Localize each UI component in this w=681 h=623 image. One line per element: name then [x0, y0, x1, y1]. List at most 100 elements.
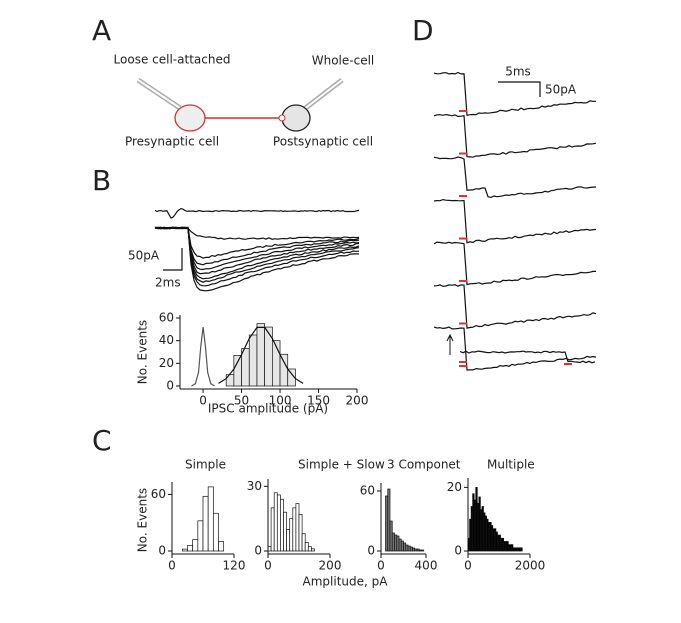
x-tick-label: 100: [269, 394, 292, 408]
chart-title: Simple: [185, 458, 226, 472]
chart-title: 3 Componet: [387, 458, 461, 472]
y-tick-label: 0: [367, 544, 375, 558]
bar: [181, 548, 188, 552]
x-axis-label: Amplitude, pA: [303, 575, 389, 589]
bar: [387, 488, 391, 552]
bar: [289, 518, 294, 552]
scale-label: 50pA: [128, 249, 160, 263]
y-tick-label: 0: [158, 544, 166, 558]
fit-line: [191, 327, 215, 387]
bar: [421, 549, 425, 552]
arrow-head: [446, 333, 454, 342]
bar: [286, 529, 291, 552]
scale-label: 2ms: [155, 276, 181, 290]
trace: [433, 198, 597, 244]
bar: [307, 546, 312, 552]
panel-label: D: [412, 14, 434, 47]
panel-label: A: [92, 14, 111, 47]
x-tick-label: 200: [346, 394, 369, 408]
panel-label: B: [92, 164, 111, 197]
bar: [311, 548, 315, 552]
x-tick-label: 0: [199, 394, 207, 408]
trace: [154, 226, 360, 292]
pipette-label: Loose cell-attached: [114, 53, 231, 67]
bar: [304, 542, 309, 552]
pipette: [137, 79, 181, 109]
traces: 5ms 50pA: [433, 65, 597, 371]
trace: [433, 326, 597, 371]
trace: [433, 113, 597, 158]
bar: [301, 533, 306, 552]
bar: [256, 323, 266, 387]
bar: [202, 495, 209, 552]
bar: [192, 539, 199, 552]
bar: [207, 486, 214, 552]
bar: [298, 513, 303, 552]
scale-bar: [163, 248, 183, 271]
bar: [283, 511, 287, 552]
y-tick-label: 60: [159, 311, 174, 325]
y-tick-label: 0: [254, 544, 262, 558]
x-tick-label: 0: [264, 559, 272, 573]
pipette: [302, 79, 343, 111]
panel-label: C: [92, 424, 112, 457]
bar: [241, 348, 250, 387]
synapse: [278, 114, 286, 122]
trace: [433, 71, 596, 117]
traces: 50pA 2ms: [128, 207, 360, 292]
y-tick-label: 30: [247, 479, 262, 493]
x-axis-label: IPSC amplitude (pA): [208, 402, 328, 416]
bar: [218, 541, 225, 552]
x-tick-label: 150: [307, 394, 330, 408]
x-tick-label: 120: [223, 559, 246, 573]
bar: [295, 503, 300, 552]
bar: [197, 520, 204, 552]
y-tick-label: 20: [159, 356, 174, 370]
cell-label: Postsynaptic cell: [273, 135, 373, 149]
bar: [187, 544, 194, 552]
pipette-label: Whole-cell: [312, 54, 375, 68]
y-tick-label: 40: [159, 333, 174, 347]
scale-label: 5ms: [505, 65, 531, 79]
bar: [276, 494, 281, 552]
chart-title: Multiple: [487, 458, 535, 472]
bar: [279, 353, 289, 387]
postsynaptic-cell: [281, 104, 311, 132]
chart-title: Simple + Slow: [298, 458, 385, 472]
x-tick-label: 50: [234, 394, 249, 408]
y-tick-label: 60: [360, 484, 375, 498]
y-tick-label: 20: [447, 480, 462, 494]
bar: [292, 507, 297, 552]
bar: [233, 355, 242, 387]
x-tick-label: 0: [377, 559, 385, 573]
x-tick-label: 200: [319, 559, 342, 573]
x-tick-label: 0: [168, 559, 176, 573]
scale-bar: [498, 81, 541, 97]
cell-label: Presynaptic cell: [125, 135, 219, 149]
y-axis-label: No. Events: [136, 488, 150, 552]
trace: [459, 350, 596, 364]
bar: [520, 547, 523, 552]
bar: [287, 368, 296, 387]
x-tick-label: 2000: [515, 559, 546, 573]
trace: [154, 226, 360, 259]
diagram: Loose cell-attached Whole-cell Presynapt…: [114, 53, 375, 149]
bar: [248, 334, 258, 387]
trace: [154, 207, 360, 219]
x-tick-label: 400: [415, 559, 438, 573]
y-tick-label: 60: [151, 487, 166, 501]
trace: [433, 284, 597, 329]
bar: [273, 492, 278, 552]
scale-label: 50pA: [545, 83, 577, 97]
y-tick-label: 0: [454, 544, 462, 558]
bar: [280, 498, 284, 552]
y-axis-label: No. Events: [136, 320, 150, 384]
bar: [270, 507, 275, 552]
trace: [154, 226, 360, 240]
trace: [433, 156, 597, 199]
bar: [212, 512, 219, 552]
x-tick-label: 0: [464, 559, 472, 573]
presynaptic-cell: [174, 104, 206, 132]
y-tick-label: 0: [166, 379, 174, 393]
